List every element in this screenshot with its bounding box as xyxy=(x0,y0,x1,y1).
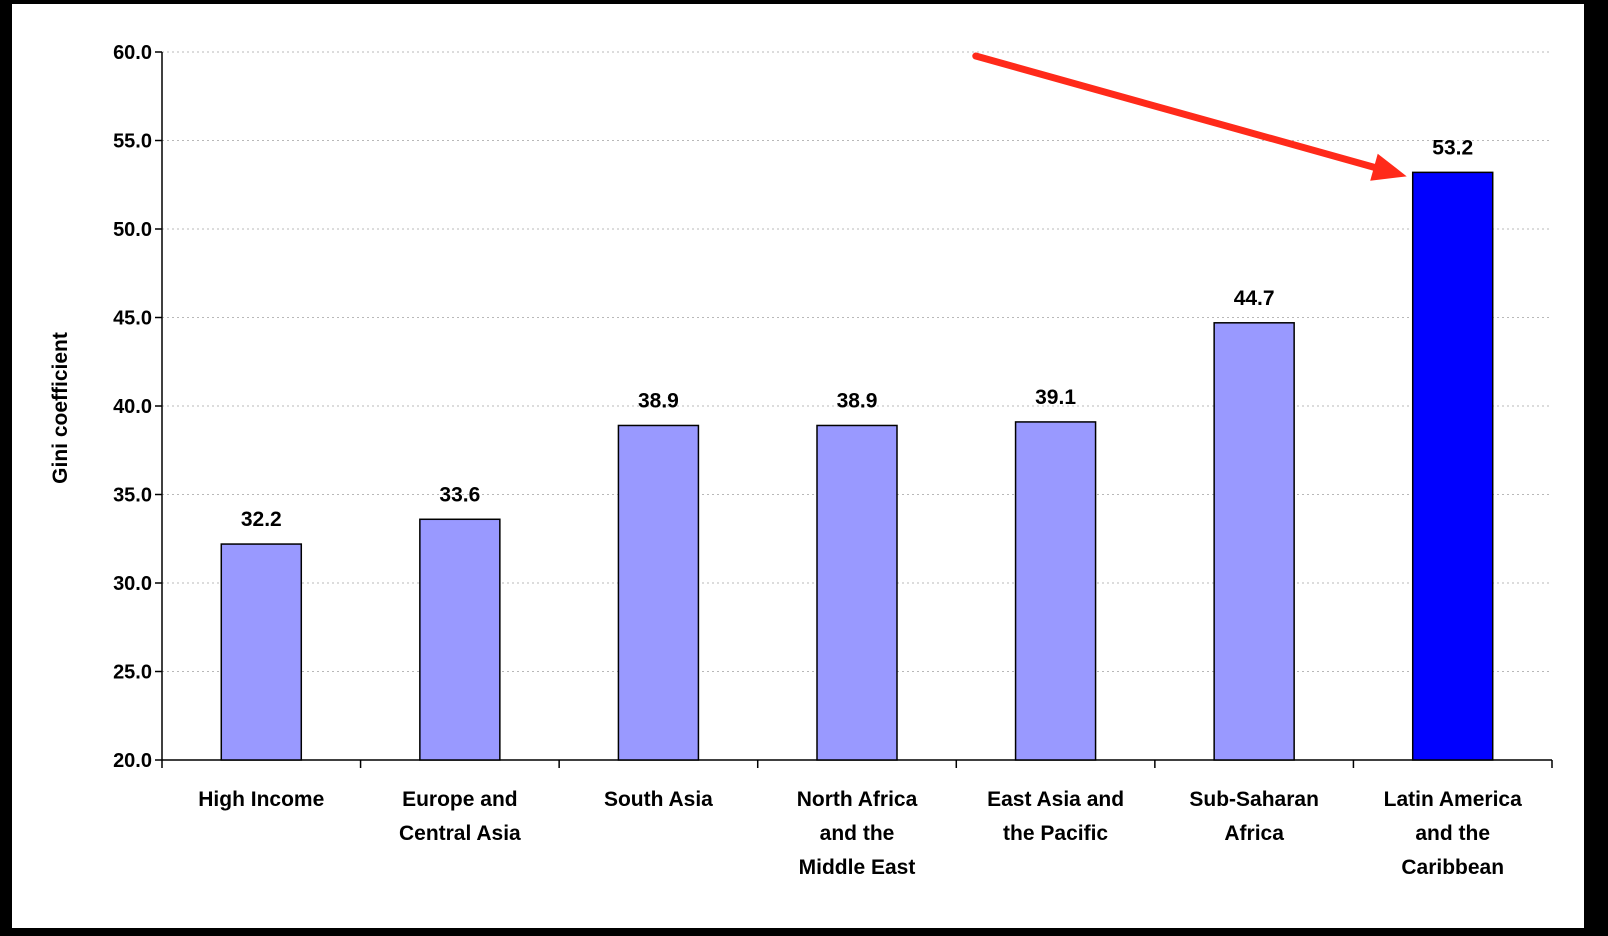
data-label: 44.7 xyxy=(1234,287,1275,310)
y-tick-label: 45.0 xyxy=(113,308,152,330)
bars xyxy=(220,171,1494,761)
y-tick-label: 20.0 xyxy=(113,750,152,772)
gini-bar-chart: 32.2 33.6 38.9 38.9 39.1 44.7 53.2 20.0 25.0 30.… xyxy=(49,42,1553,879)
category-label: Latin America and the Caribbean xyxy=(1384,788,1522,879)
data-labels: 32.2 33.6 38.9 38.9 39.1 44.7 53.2 xyxy=(241,136,1473,531)
category-label: Sub-Saharan Africa xyxy=(1189,788,1319,845)
bar-east-asia-and-the-pacific xyxy=(1014,421,1097,761)
data-label: 32.2 xyxy=(241,508,282,531)
y-tick-label: 60.0 xyxy=(113,42,152,64)
data-label: 38.9 xyxy=(638,389,679,412)
y-tick-label: 55.0 xyxy=(113,131,152,153)
annotation-arrow-shaft xyxy=(972,52,1378,171)
chart-frame: 32.2 33.6 38.9 38.9 39.1 44.7 53.2 20.0 25.0 30.… xyxy=(12,4,1584,928)
category-label: North Africa and the Middle East xyxy=(797,788,918,879)
bar-south-asia xyxy=(617,424,700,761)
bar-sub-saharan-africa xyxy=(1213,322,1295,761)
y-tick-label: 40.0 xyxy=(113,396,152,418)
y-tick-label: 30.0 xyxy=(113,573,152,595)
data-label: 38.9 xyxy=(837,389,878,412)
data-label: 53.2 xyxy=(1432,136,1473,159)
data-label: 39.1 xyxy=(1035,386,1076,409)
annotation-arrow-head xyxy=(1370,153,1407,181)
bar-europe-and-central-asia xyxy=(419,518,501,761)
y-axis-title: Gini coefficient xyxy=(49,332,72,484)
category-label: Europe and Central Asia xyxy=(399,788,521,845)
category-label: High Income xyxy=(198,788,324,811)
data-label: 33.6 xyxy=(439,483,480,506)
y-tick-labels: 20.0 25.0 30.0 35.0 40.0 45.0 50.0 55.0 60.0 xyxy=(113,42,152,772)
category-label: South Asia xyxy=(604,788,713,811)
category-labels: High Income Europe and Central Asia South A… xyxy=(198,788,1522,879)
category-label: East Asia and the Pacific xyxy=(987,788,1124,845)
y-tick-label: 25.0 xyxy=(113,662,152,684)
annotation-arrow xyxy=(972,52,1407,181)
bar-north-africa-and-the-middle-east xyxy=(816,424,898,761)
bar-high-income xyxy=(220,543,303,761)
y-tick-label: 35.0 xyxy=(113,485,152,507)
y-tick-label: 50.0 xyxy=(113,219,152,241)
bar-latin-america-and-the-caribbean xyxy=(1411,171,1494,761)
